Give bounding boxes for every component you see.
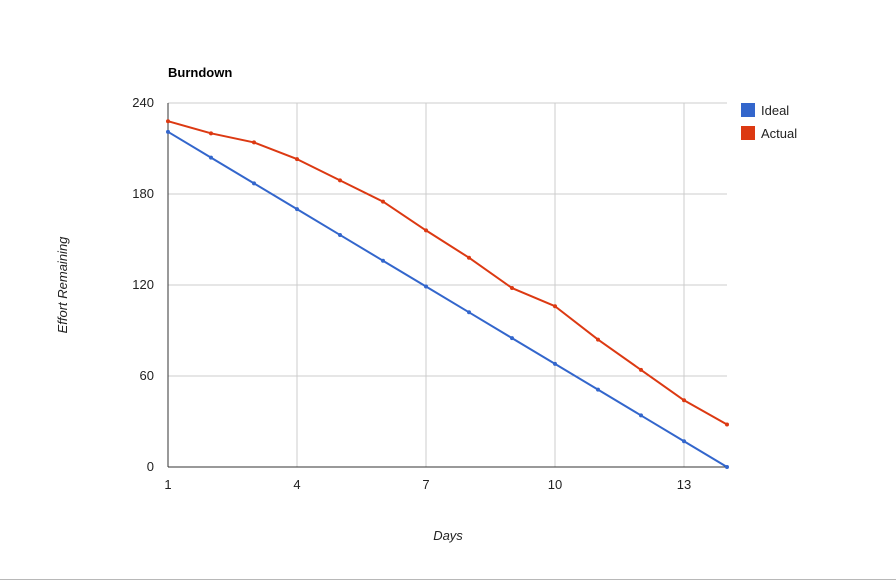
data-point-ideal <box>338 232 342 237</box>
series-line-actual <box>167 120 728 426</box>
legend: Ideal Actual <box>741 103 797 141</box>
x-tick-label: 7 <box>422 477 429 492</box>
series-line-ideal <box>167 130 728 468</box>
legend-label-actual: Actual <box>761 126 797 141</box>
x-tick-label: 13 <box>677 477 691 492</box>
data-point-actual <box>166 119 170 124</box>
data-point-actual <box>596 337 600 342</box>
data-point-ideal <box>295 207 299 212</box>
legend-label-ideal: Ideal <box>761 103 789 118</box>
data-point-actual <box>209 131 213 136</box>
data-point-ideal <box>252 181 256 186</box>
x-axis-label: Days <box>433 528 463 543</box>
chart-title: Burndown <box>168 65 232 80</box>
data-point-ideal <box>381 258 385 263</box>
data-point-actual <box>252 140 256 145</box>
data-point-actual <box>639 367 643 372</box>
y-axis-label: Effort Remaining <box>55 236 70 334</box>
y-tick-label: 60 <box>140 368 154 383</box>
data-point-actual <box>381 199 385 204</box>
y-tick-label: 0 <box>147 459 154 474</box>
x-tick-label: 4 <box>293 477 300 492</box>
y-axis-ticks: 0 60 120 180 240 <box>132 95 154 474</box>
data-point-ideal <box>166 129 170 134</box>
y-tick-label: 240 <box>132 95 154 110</box>
data-point-ideal <box>209 155 213 160</box>
data-point-actual <box>338 178 342 183</box>
x-axis-ticks: 1 4 7 10 13 <box>164 477 691 492</box>
data-point-actual <box>424 228 428 233</box>
data-point-actual <box>725 422 729 427</box>
series-layer <box>166 119 729 469</box>
data-point-ideal <box>682 439 686 444</box>
legend-swatch-actual <box>741 126 755 140</box>
data-point-ideal <box>467 310 471 315</box>
bottom-divider <box>0 579 896 580</box>
axes <box>167 103 727 468</box>
data-point-actual <box>682 398 686 403</box>
x-tick-label: 1 <box>164 477 171 492</box>
grid <box>168 102 727 467</box>
data-point-actual <box>467 255 471 260</box>
x-tick-label: 10 <box>548 477 562 492</box>
legend-swatch-ideal <box>741 103 755 117</box>
y-tick-label: 120 <box>132 277 154 292</box>
data-point-ideal <box>725 465 729 469</box>
data-point-actual <box>295 157 299 162</box>
data-point-ideal <box>424 284 428 289</box>
data-point-ideal <box>553 361 557 366</box>
data-point-ideal <box>639 413 643 418</box>
y-tick-label: 180 <box>132 186 154 201</box>
data-point-ideal <box>596 387 600 392</box>
data-point-ideal <box>510 336 514 341</box>
data-point-actual <box>553 304 557 309</box>
data-point-actual <box>510 286 514 291</box>
